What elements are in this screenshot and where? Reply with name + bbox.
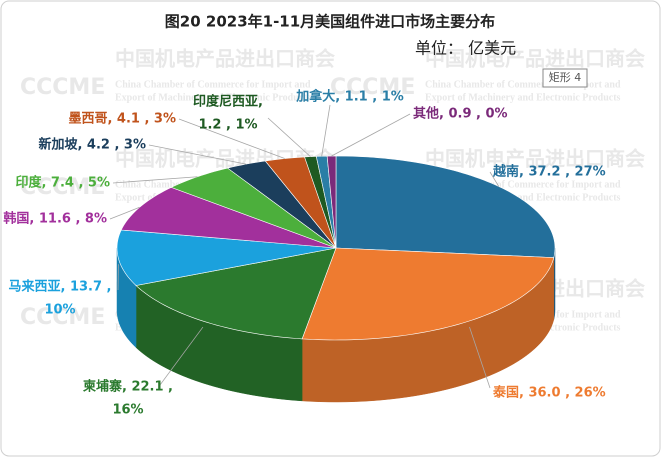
watermark-cn: 中国机电产品进出口商会 (115, 47, 335, 71)
data-label: 印度, 7.4 , 5% (15, 175, 110, 191)
data-label: 泰国, 36.0 , 26% (492, 385, 606, 401)
data-label: 印度尼西亚, (193, 94, 263, 110)
data-label: 10% (44, 303, 75, 318)
watermark-en: Export of Machinery and Electronic Produ… (425, 92, 621, 103)
data-label: 1.2 , 1% (198, 118, 257, 133)
annotation: 矩形 4 (549, 71, 582, 84)
data-label: 柬埔寨, 22.1 , (83, 379, 173, 395)
data-label: 其他, 0.9 , 0% (413, 106, 508, 122)
chart-subtitle: 单位： 亿美元 (415, 39, 516, 58)
data-label: 加拿大, 1.1 , 1% (295, 89, 404, 105)
watermark-logo: CCCME (20, 75, 105, 100)
data-label: 韩国, 11.6 , 8% (3, 211, 107, 227)
data-label: 马来西亚, 13.7 , (8, 279, 111, 295)
watermark-en: China Chamber of Commerce for Import and (425, 79, 621, 90)
data-label: 越南, 37.2 , 27% (492, 164, 606, 180)
data-label: 新加坡, 4.2 , 3% (38, 137, 146, 153)
data-label: 墨西哥, 4.1 , 3% (68, 111, 176, 127)
watermark-en: China Chamber of Commerce for Import and (115, 79, 311, 90)
data-label: 16% (112, 403, 143, 418)
chart-title: 图20 2023年1-11月美国组件进口市场主要分布 (165, 13, 495, 31)
